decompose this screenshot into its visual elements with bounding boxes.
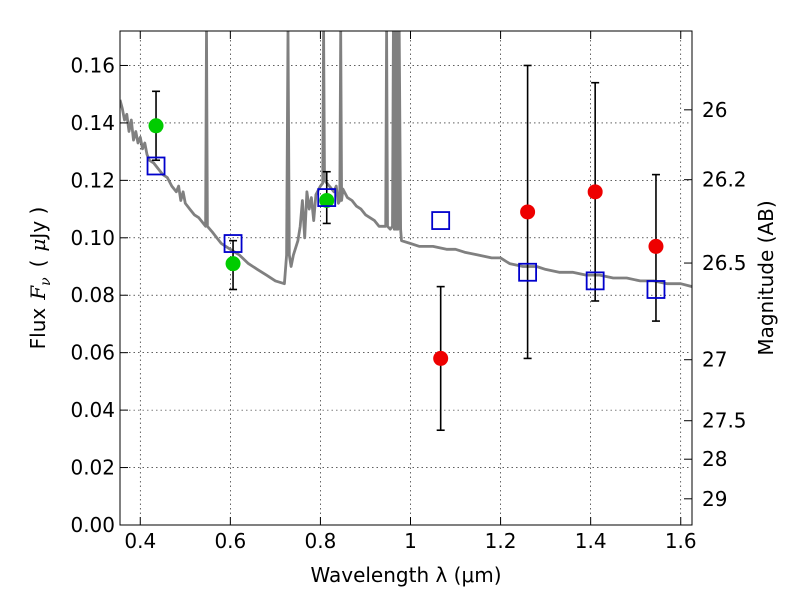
x-tick-label: 1 xyxy=(404,529,417,553)
y-tick-label: 0.14 xyxy=(70,111,115,135)
x-axis-label: Wavelength λ (μm) xyxy=(310,563,501,587)
right-tick-label: 26.5 xyxy=(702,251,747,275)
model-photometry-point xyxy=(146,156,166,176)
right-tick-label: 29 xyxy=(702,487,727,511)
y-tick-label: 0.02 xyxy=(70,456,115,480)
x-tick-label: 1.4 xyxy=(575,529,607,553)
observed-nir-point xyxy=(648,238,664,254)
plot-frame xyxy=(119,30,693,526)
y-axis-label-nu: ν xyxy=(38,277,54,286)
y-tick-label: 0.16 xyxy=(70,53,115,77)
model-photometry-point xyxy=(223,234,243,253)
model-photometry-point xyxy=(585,271,605,291)
observed-detections-point xyxy=(319,192,335,208)
right-tick-label: 28 xyxy=(702,447,727,471)
observed-nir-point xyxy=(433,350,449,366)
observed-detections-point xyxy=(225,256,241,272)
observed-nir-point xyxy=(520,204,536,220)
y-tick-label: 0.04 xyxy=(70,398,115,422)
y-axis-label-f: F xyxy=(26,285,50,301)
x-tick-label: 0.4 xyxy=(124,529,156,553)
x-tick-label: 0.6 xyxy=(214,529,246,553)
right-tick-label: 26.2 xyxy=(702,168,747,192)
y-tick-label: 0.06 xyxy=(70,341,115,365)
y-axis-label-open-paren: ( xyxy=(26,260,50,268)
model-spectrum-line xyxy=(120,31,692,288)
right-tick-label: 27.5 xyxy=(702,409,747,433)
y-axis-label-mu: μ xyxy=(26,239,50,252)
y-tick-label: 0.12 xyxy=(70,168,115,192)
right-tick-label: 27 xyxy=(702,348,727,372)
model-photometry-point xyxy=(646,280,666,299)
model-photometry-point xyxy=(518,262,538,282)
data-layer xyxy=(120,31,692,432)
axis-ticks: 0.4 0.6 0.8 1 1.2 1.4 1.6 0.00 0.02 0.04 0.06 0.08 0… xyxy=(70,31,747,553)
model-photometry-point xyxy=(431,211,451,230)
y-axis-label-flux: Flux xyxy=(26,308,50,350)
x-tick-label: 1.2 xyxy=(485,529,517,553)
y-axis-label-unit: Jy ) xyxy=(26,207,50,241)
plot-area xyxy=(120,31,692,432)
right-tick-label: 26 xyxy=(702,98,727,122)
y-axis-label: Flux Fν ( μJy ) xyxy=(26,207,54,350)
y-tick-label: 0.00 xyxy=(70,513,115,537)
observed-nir-point xyxy=(587,184,603,200)
x-tick-label: 0.8 xyxy=(305,529,337,553)
y-tick-label: 0.10 xyxy=(70,226,115,250)
x-tick-label: 1.6 xyxy=(665,529,697,553)
y-tick-label: 0.08 xyxy=(70,283,115,307)
model-photometry-point xyxy=(317,188,337,207)
observed-detections-point xyxy=(148,118,164,134)
right-axis-label: Magnitude (AB) xyxy=(754,200,778,355)
